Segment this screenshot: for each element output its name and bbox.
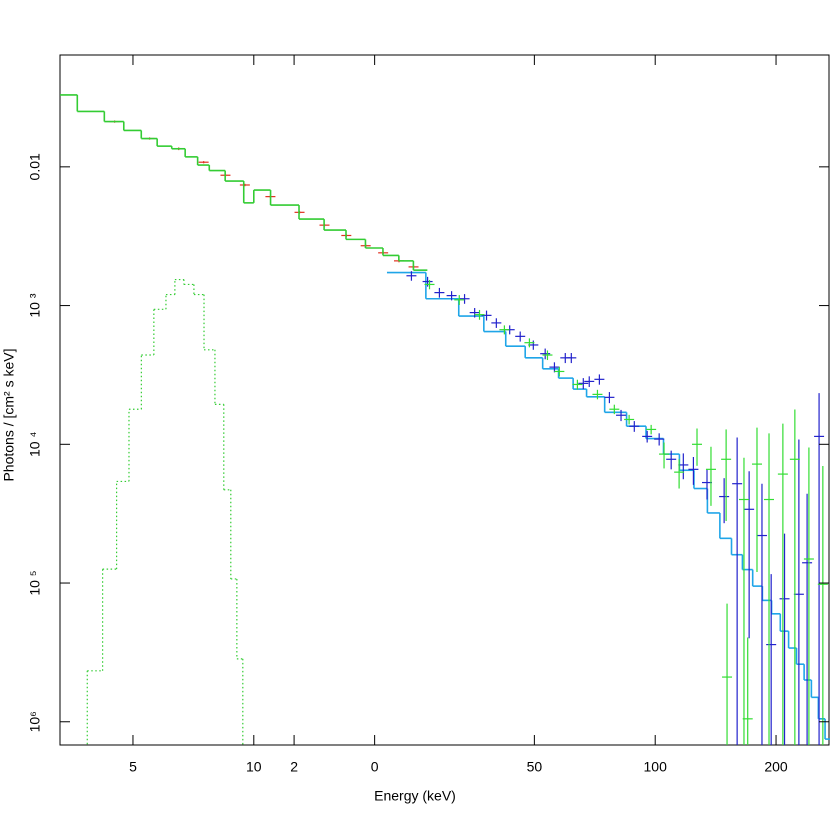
data-point [674,459,685,489]
data-point [742,637,753,745]
y-tick-label: 10⁶ [27,711,43,732]
data-point [491,318,502,328]
data-point [803,447,814,745]
data-point [722,603,733,745]
data-point [584,376,595,387]
data-point [459,294,470,304]
data-point [678,453,689,480]
x-axis-label: Energy (keV) [374,788,456,804]
data-point [481,310,492,321]
data-point [659,442,670,469]
data-point [542,350,553,361]
y-axis-label: Photons / [cm² s keV] [1,348,17,481]
y-tick-label: 10 ³ [27,293,43,317]
data-point [756,483,767,745]
x-tick-label: 50 [527,759,543,775]
data-point [719,478,730,524]
data-point [549,362,560,373]
data-point [814,393,825,745]
data-point [424,279,435,290]
data-point [572,379,583,390]
data-point [604,392,615,404]
data-point [616,409,627,422]
data-point [802,493,813,745]
data-point [646,424,657,435]
data-point [793,439,804,745]
x-tick-label: 10 [246,759,262,775]
data-point [446,291,457,301]
data-point [688,456,699,485]
x-tick-label: 5 [129,759,137,775]
data-point [654,433,665,446]
data-point [624,414,635,425]
data-point [515,331,526,342]
data-point [524,338,535,348]
data-point [554,366,565,377]
data-point [692,428,703,466]
data-point [454,295,465,305]
data-point [789,409,800,745]
y-tick-label: 0.01 [27,153,43,180]
data-point [777,423,788,745]
data-point [751,427,762,573]
data-point [422,276,433,287]
data-point [766,574,777,745]
data-point [592,389,603,400]
data-point [721,429,732,521]
plot-area [60,94,830,745]
plot-frame [59,54,830,746]
x-tick-label: 2 [290,759,298,775]
data-point [594,374,605,385]
data-point [779,533,790,745]
data-point [566,353,577,364]
data-point [705,446,716,506]
data-point [642,430,653,443]
data-point [434,287,445,298]
x-tick-label: 0 [371,759,379,775]
data-point [732,437,743,745]
data-point [406,271,417,281]
data-point [817,465,828,745]
data-point [540,348,551,360]
data-point [239,183,250,187]
data-point [499,325,510,335]
data-point [198,161,209,164]
data-point [738,457,749,745]
x-tick-label: 100 [644,759,668,775]
y-tick-label: 10 ⁵ [27,570,43,595]
x-tick-label: 200 [764,759,788,775]
y-tick-label: 10 ⁴ [27,432,43,457]
data-point [629,421,640,432]
data-point [764,433,775,745]
data-point [702,469,713,500]
data-point [474,309,485,320]
data-point [578,378,589,390]
data-point [609,404,620,415]
data-point [666,450,677,470]
data-point [469,308,480,318]
data-point [744,471,755,639]
